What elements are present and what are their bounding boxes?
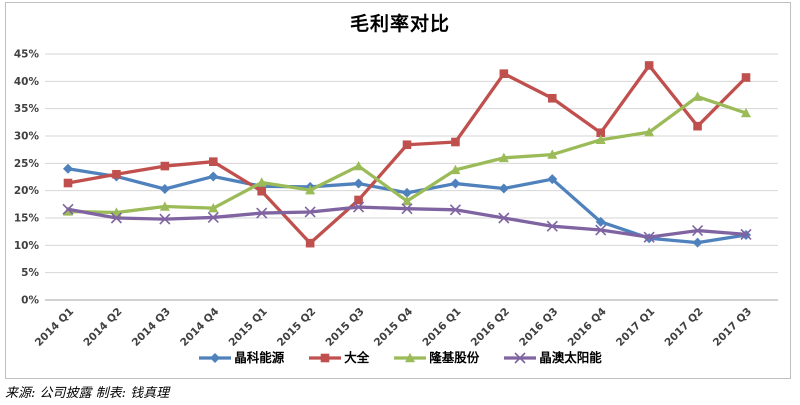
y-axis-label-45%: 45% [14, 49, 40, 61]
data-point-大全-2015-Q1 [257, 186, 267, 196]
data-point-大全-2014-Q1 [63, 178, 73, 188]
data-point-大全-2015-Q4 [402, 140, 412, 150]
y-axis-label-35%: 35% [14, 103, 40, 115]
legend-item-大全: 大全 [308, 349, 370, 365]
series-line-大全 [66, 63, 748, 245]
data-point-晶澳太阳能-2016-Q3 [546, 220, 558, 232]
x-axis-label-2015-Q1: 2015 Q1 [227, 306, 270, 349]
x-axis-label-2016-Q3: 2016 Q3 [517, 306, 560, 349]
x-axis-label-2017-Q1: 2017 Q1 [614, 306, 657, 349]
data-point-大全-2015-Q2 [305, 238, 315, 248]
data-point-晶澳太阳能-2014-Q2 [110, 212, 122, 224]
legend-item-晶科能源: 晶科能源 [198, 349, 285, 365]
data-point-晶澳太阳能-2016-Q4 [595, 224, 607, 236]
data-point-晶澳太阳能-2015-Q3 [353, 201, 365, 213]
y-axis-label-40%: 40% [14, 76, 40, 88]
data-point-晶科能源-2016-Q3 [547, 174, 558, 185]
x-axis-label-2015-Q2: 2015 Q2 [275, 306, 318, 349]
data-point-隆基股份-2016-Q2 [498, 152, 509, 163]
x-axis-label-2014-Q1: 2014 Q1 [33, 306, 76, 349]
data-point-隆基股份-2014-Q4 [208, 202, 219, 213]
chart-plot-svg: 0%5%10%15%20%25%30%35%40%45%2014 Q1 2014 … [14, 49, 778, 349]
legend-label-隆基股份: 隆基股份 [429, 349, 480, 365]
data-point-晶澳太阳能-2017-Q1 [643, 231, 655, 243]
data-point-隆基股份-2015-Q1 [256, 177, 267, 187]
y-axis-label-20%: 20% [14, 185, 40, 197]
x-axis-label-2016-Q1: 2016 Q1 [420, 306, 463, 349]
source-note: 来源: 公司披露 制表: 钱真理 [5, 386, 170, 401]
legend-item-隆基股份: 隆基股份 [393, 349, 480, 365]
data-point-隆基股份-2016-Q4 [595, 134, 606, 145]
data-point-隆基股份-2017-Q3 [741, 107, 751, 118]
x-axis-label-2017-Q3: 2017 Q3 [711, 306, 754, 349]
plot-area: 0% 5% 10% 15% 20% 25% 30% 35% 40% 45% 2014 Q1 2014 … [14, 49, 778, 349]
data-point-隆基股份-2017-Q2 [692, 91, 703, 101]
data-point-晶澳太阳能-2015-Q4 [401, 203, 413, 215]
y-axis-label-10%: 10% [14, 240, 40, 252]
data-point-晶科能源-2015-Q4 [402, 187, 412, 198]
data-point-隆基股份-2017-Q1 [644, 126, 655, 137]
data-point-隆基股份-2016-Q1 [450, 164, 461, 175]
data-point-晶澳太阳能-2016-Q2 [498, 212, 510, 224]
data-point-晶科能源-2016-Q1 [450, 178, 461, 189]
data-point-晶科能源-2014-Q1 [63, 163, 73, 174]
y-axis-label-0%: 0% [21, 295, 39, 307]
data-point-晶科能源-2017-Q2 [692, 237, 703, 248]
data-point-晶科能源-2014-Q4 [208, 171, 219, 182]
data-point-晶澳太阳能-2017-Q3 [740, 228, 752, 240]
data-point-晶澳太阳能-2017-Q2 [692, 225, 704, 237]
y-axis-label-15%: 15% [14, 213, 40, 225]
data-point-大全-2016-Q4 [596, 128, 606, 138]
data-point-隆基股份-2014-Q3 [159, 201, 170, 211]
x-axis-label-2017-Q2: 2017 Q2 [662, 306, 705, 349]
data-point-晶澳太阳能-2015-Q1 [256, 207, 268, 219]
legend-label-大全: 大全 [344, 349, 370, 365]
x-axis-label-2016-Q2: 2016 Q2 [469, 306, 512, 349]
x-axis-label-2015-Q4: 2015 Q4 [372, 306, 415, 349]
data-point-大全-2014-Q4 [208, 157, 218, 166]
legend-item-晶澳太阳能: 晶澳太阳能 [503, 349, 602, 365]
data-point-晶澳太阳能-2016-Q1 [449, 204, 461, 216]
data-point-大全-2017-Q3 [741, 73, 751, 82]
data-point-大全-2016-Q3 [547, 93, 557, 103]
data-point-隆基股份-2015-Q2 [305, 184, 316, 195]
data-point-隆基股份-2016-Q3 [547, 149, 558, 159]
y-axis-label-5%: 5% [21, 267, 39, 279]
data-point-大全-2015-Q3 [354, 195, 363, 205]
data-point-晶科能源-2014-Q3 [159, 184, 170, 195]
legend-marker-隆基股份-icon [394, 352, 427, 363]
data-point-晶澳太阳能-2015-Q2 [304, 206, 316, 218]
data-point-晶澳太阳能-2014-Q4 [207, 211, 219, 224]
data-point-大全-2017-Q1 [644, 61, 654, 70]
legend-marker-晶科能源-icon [199, 353, 232, 363]
data-point-晶科能源-2016-Q4 [595, 216, 606, 227]
x-axis-label-2014-Q2: 2014 Q2 [81, 306, 124, 349]
legend-marker-晶澳太阳能-icon [504, 352, 537, 364]
data-point-大全-2014-Q3 [160, 161, 170, 171]
data-point-大全-2016-Q1 [451, 137, 460, 147]
y-axis-label-30%: 30% [14, 131, 40, 143]
data-point-晶科能源-2015-Q3 [353, 178, 364, 189]
x-axis-label-2016-Q4: 2016 Q4 [566, 306, 609, 349]
data-point-大全-2016-Q2 [499, 69, 509, 78]
data-point-大全-2017-Q2 [693, 121, 702, 131]
legend-label-晶澳太阳能: 晶澳太阳能 [539, 349, 602, 365]
x-axis-label-2015-Q3: 2015 Q3 [323, 306, 366, 349]
legend-label-晶科能源: 晶科能源 [234, 349, 285, 365]
legend-marker-大全-icon [309, 353, 342, 363]
data-point-晶科能源-2016-Q2 [498, 183, 509, 194]
data-point-隆基股份-2015-Q3 [353, 160, 364, 171]
chart-title: 毛利率对比 [349, 13, 450, 35]
y-axis-label-25%: 25% [14, 158, 40, 170]
chart-legend: 晶科能源 大全 隆基股份 晶澳太阳能 [0, 349, 800, 367]
data-point-隆基股份-2015-Q4 [402, 195, 412, 206]
x-axis-label-2014-Q3: 2014 Q3 [130, 306, 173, 349]
data-point-大全-2014-Q2 [112, 169, 121, 179]
data-point-晶澳太阳能-2014-Q3 [159, 213, 171, 225]
data-point-晶澳太阳能-2014-Q1 [62, 203, 74, 215]
x-axis-label-2014-Q4: 2014 Q4 [178, 306, 221, 349]
data-point-隆基股份-2014-Q1 [63, 206, 73, 216]
